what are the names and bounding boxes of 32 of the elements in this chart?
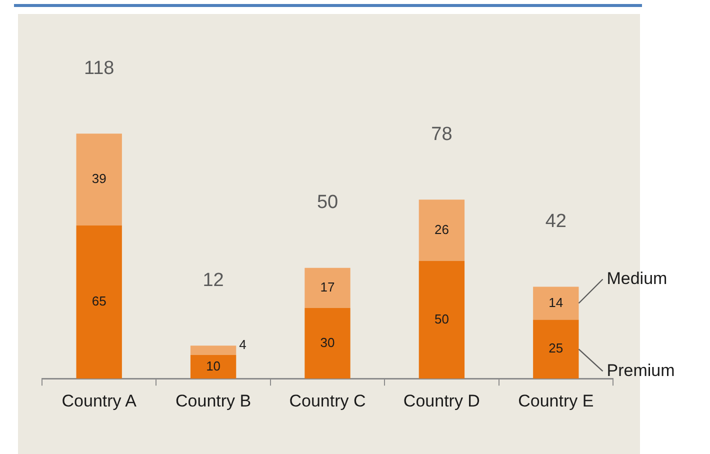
data-label: 50	[434, 311, 449, 326]
bar	[533, 286, 579, 320]
bar	[304, 308, 350, 379]
x-tick-label: Country B	[176, 391, 252, 410]
text: 118	[84, 58, 114, 79]
x-tick-label: Country E	[518, 391, 594, 410]
bar	[304, 268, 350, 308]
data-label: 10	[206, 358, 221, 374]
x-tick-label: Country A	[62, 391, 138, 410]
bar	[418, 200, 465, 261]
annotation: 50	[316, 192, 338, 214]
bar	[76, 134, 122, 226]
series-label: Medium	[606, 268, 668, 288]
x-tick-label: Country C	[289, 391, 366, 410]
bar	[76, 226, 122, 379]
x-tick-label: Country D	[403, 391, 480, 410]
annotation: 42	[545, 210, 566, 232]
data-label: 17	[320, 280, 335, 295]
series-label: Premium	[606, 360, 675, 380]
data-label: 25	[548, 340, 564, 356]
annotation: 12	[202, 270, 224, 291]
data-label: 26	[434, 222, 449, 237]
data-label: 14	[548, 294, 564, 310]
data-label: 65	[92, 294, 106, 309]
annotation: 78	[431, 124, 452, 145]
bar	[190, 355, 236, 379]
bar	[418, 260, 465, 379]
bar	[190, 346, 236, 356]
data-label: 4	[239, 337, 246, 352]
bar	[533, 320, 579, 379]
data-label: 39	[92, 171, 106, 186]
data-label: 30	[320, 334, 335, 350]
